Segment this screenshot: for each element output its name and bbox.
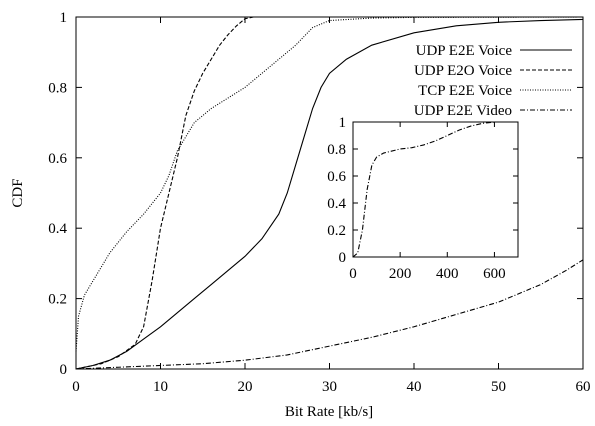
legend-entry-label: UDP E2O Voice — [414, 63, 512, 79]
main-x-tick-label: 20 — [238, 379, 253, 395]
main-x-tick-label: 30 — [322, 379, 337, 395]
y-axis-label: CDF — [10, 178, 26, 207]
main-x-tick-label: 50 — [491, 379, 506, 395]
inset-x-tick-label: 600 — [483, 266, 506, 282]
inset-x-tick-label: 400 — [436, 266, 459, 282]
inset-plot-background — [353, 122, 518, 257]
main-x-tick-label: 0 — [72, 379, 80, 395]
inset-y-tick-label: 0.6 — [327, 169, 346, 185]
x-axis-label: Bit Rate [kb/s] — [285, 404, 373, 420]
legend-entry-label: UDP E2E Video — [414, 103, 512, 119]
main-y-tick-label: 0.6 — [48, 151, 67, 167]
main-x-tick-label: 40 — [407, 379, 422, 395]
main-x-tick-label: 10 — [153, 379, 168, 395]
inset-y-tick-label: 1 — [339, 115, 347, 131]
inset-series-lines — [352, 121, 518, 258]
inset-x-tick-label: 0 — [349, 266, 357, 282]
main-y-tick-label: 0 — [60, 362, 68, 378]
inset-y-tick-label: 0.2 — [327, 223, 346, 239]
inset-y-tick-label: 0.8 — [327, 142, 346, 158]
inset-y-tick-label: 0 — [339, 250, 347, 266]
main-y-tick-label: 0.2 — [48, 292, 67, 308]
main-series-line-tcp-e2e-voice — [75, 16, 584, 352]
inset-plot-frame — [352, 121, 519, 258]
inset-x-tick-label: 200 — [389, 266, 412, 282]
main-series-line-udp-e2e-voice — [75, 18, 584, 370]
main-series-lines — [75, 16, 584, 370]
main-y-tick-label: 1 — [60, 10, 68, 26]
main-series-line-udp-e2e-video — [75, 259, 584, 370]
legend-entry-label: UDP E2E Voice — [416, 43, 513, 59]
legend-entry-label: TCP E2E Voice — [418, 83, 512, 99]
main-x-tick-label: 60 — [576, 379, 591, 395]
inset-ticks: 0 200 400 600 0 0.2 0.4 0.6 0.8 1 — [327, 115, 518, 282]
inset-series-line-0 — [352, 121, 518, 258]
inset-y-tick-label: 0.4 — [327, 196, 346, 212]
main-series-line-udp-e2o-voice — [75, 16, 583, 370]
main-y-tick-label: 0.4 — [48, 221, 67, 237]
legend: UDP E2E Voice UDP E2O Voice TCP E2E Voice U… — [414, 43, 572, 119]
main-y-tick-label: 0.8 — [48, 80, 67, 96]
